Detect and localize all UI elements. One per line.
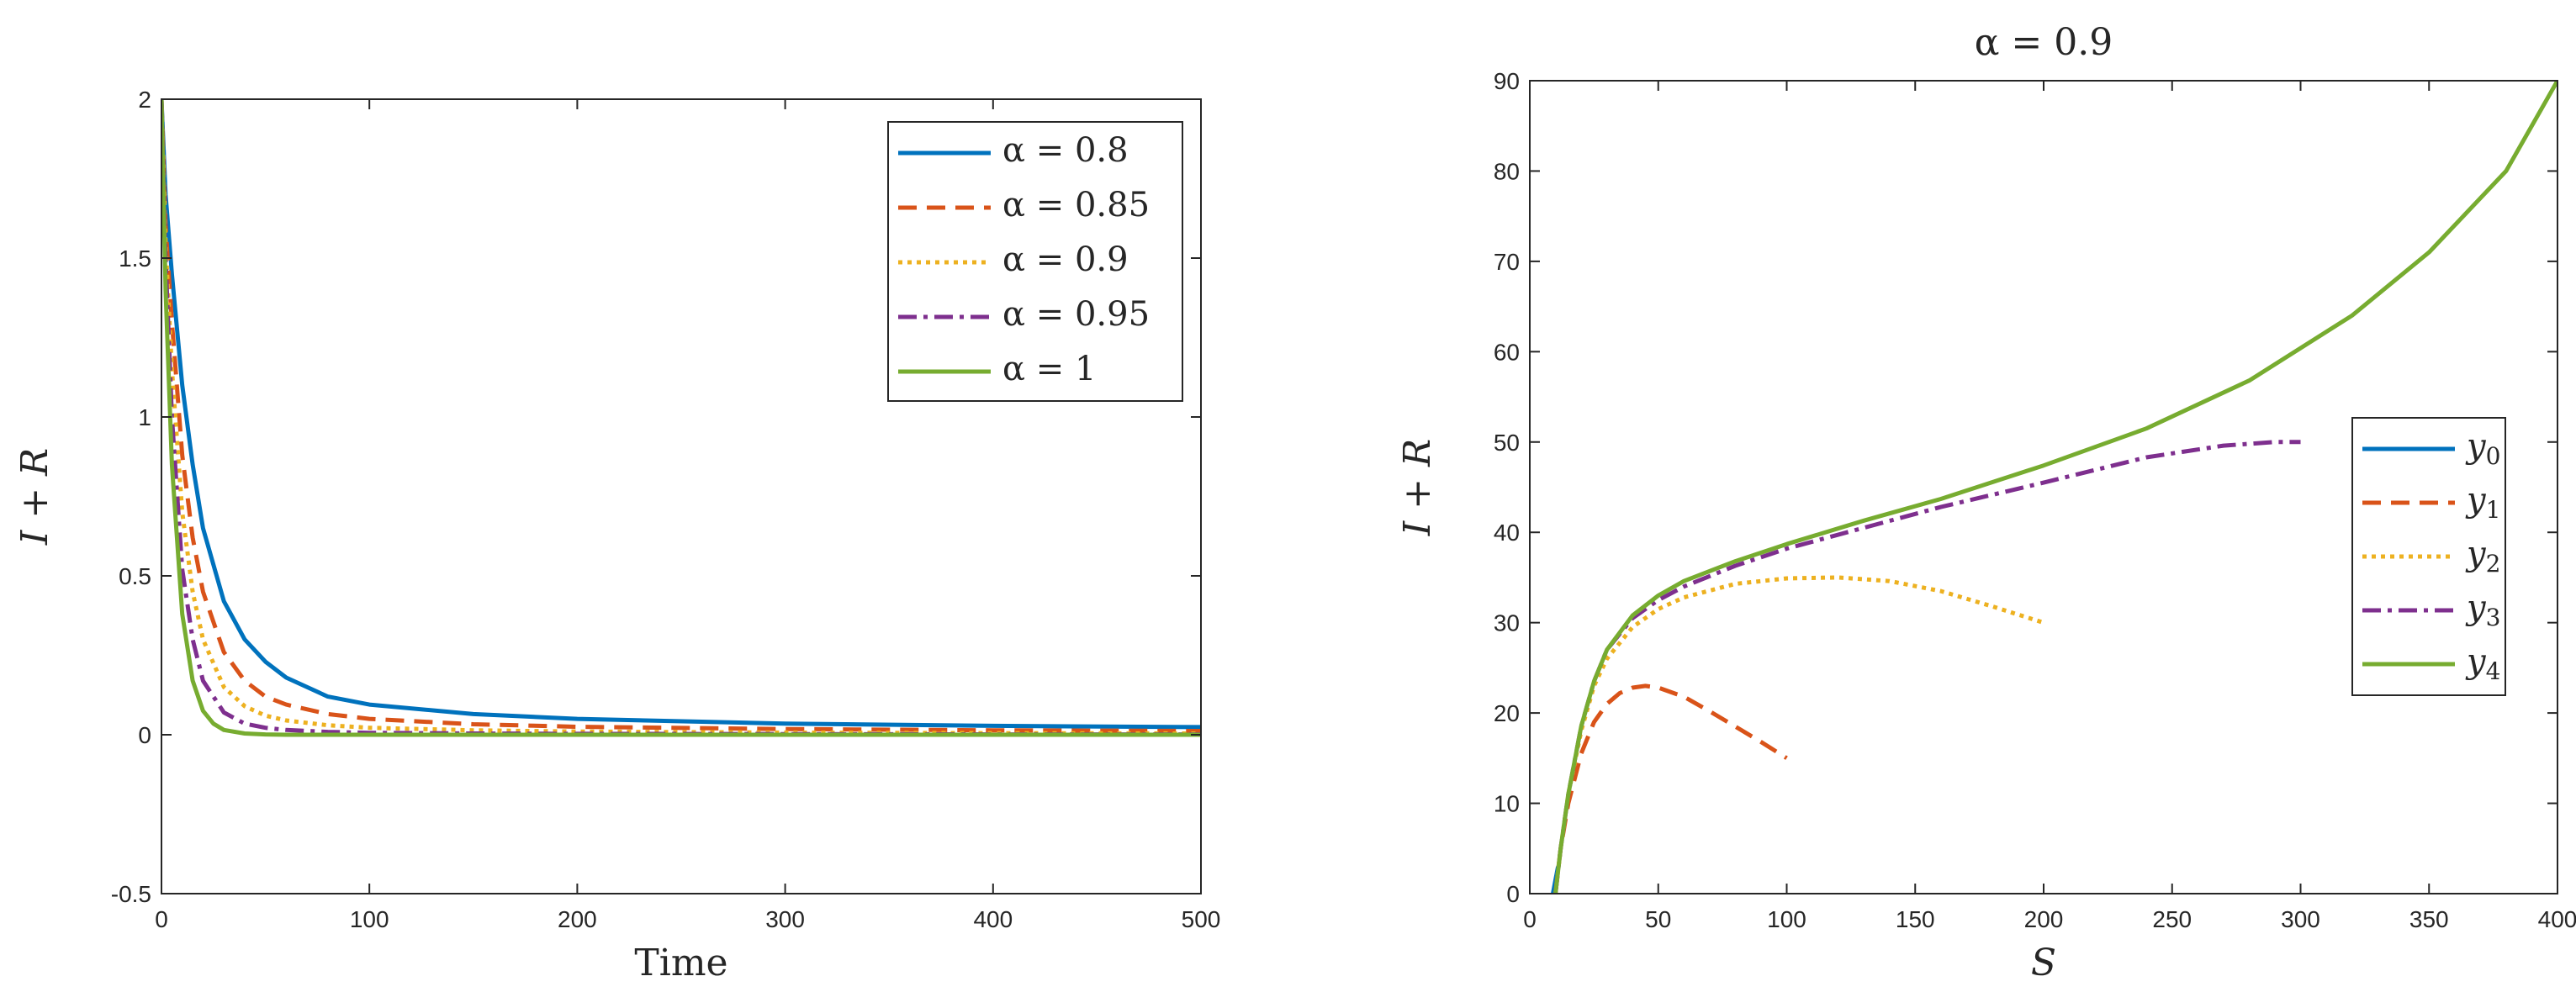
x-tick-label: 400 [2538, 906, 2576, 932]
y-tick-label: 50 [1494, 430, 1520, 456]
axes-box [161, 98, 1202, 894]
y-tick-label: 1 [138, 404, 151, 430]
series-line-5 [1553, 81, 2557, 894]
legend-label-base: y [2465, 481, 2487, 520]
legend-label-subscript: 3 [2486, 604, 2501, 631]
series-line-4 [1553, 440, 2301, 894]
x-tick-label: 250 [2152, 906, 2192, 932]
y-tick-label: 2 [138, 87, 151, 113]
x-tick-label: 300 [2281, 906, 2320, 932]
legend-label: α = 0.95 [1002, 295, 1150, 334]
x-tick-label: 400 [973, 906, 1013, 932]
y-tick-label: 10 [1494, 791, 1520, 817]
y-tick-label: 20 [1494, 700, 1520, 726]
y-tick-label: 30 [1494, 610, 1520, 636]
series-line-4 [161, 99, 1201, 737]
y-tick-label: 0 [138, 722, 151, 748]
legend-label: y1 [2465, 481, 2500, 524]
legend-label-base: y [2465, 535, 2487, 573]
x-axis-label: Time [634, 942, 727, 984]
y-tick-label: 80 [1494, 158, 1520, 184]
legend-label: α = 1 [1002, 350, 1096, 388]
legend-label: y0 [2465, 427, 2500, 470]
x-tick-label: 50 [1645, 906, 1671, 932]
series-line-3 [161, 99, 1201, 736]
y-tick-label: 40 [1494, 520, 1520, 546]
x-axis-label: S [2031, 942, 2056, 984]
legend-label-base: y [2465, 642, 2487, 681]
legend-label-base: y [2465, 427, 2487, 466]
x-tick-label: 200 [558, 906, 597, 932]
chart-title: α = 0.9 [1975, 21, 2113, 64]
legend-label-subscript: 4 [2486, 657, 2501, 685]
legend-label: α = 0.85 [1002, 186, 1150, 224]
x-tick-label: 300 [765, 906, 805, 932]
x-tick-label: 0 [1523, 906, 1537, 932]
y-tick-label: -0.5 [111, 881, 151, 907]
series-line-2 [161, 99, 1201, 733]
legend-label: α = 0.9 [1002, 240, 1129, 279]
x-tick-label: 0 [155, 906, 168, 932]
legend-label: y2 [2465, 535, 2500, 578]
legend: α = 0.8 α = 0.85 α = 0.9 α = 0.95 α = 1 [887, 121, 1183, 402]
x-tick-label: 500 [1182, 906, 1221, 932]
y-tick-label: 1.5 [119, 245, 151, 272]
legend-label-subscript: 1 [2486, 496, 2501, 524]
chart-2: 0 50 100 150 200 250 300 350 4000102030405060708… [1396, 21, 2576, 984]
series-line-3 [1553, 575, 2044, 894]
legend-label: α = 0.8 [1002, 131, 1129, 170]
x-tick-label: 350 [2409, 906, 2449, 932]
x-tick-label: 200 [2024, 906, 2064, 932]
series-line-1 [161, 99, 1201, 730]
x-tick-label: 150 [1896, 906, 1935, 932]
x-tick-label: 100 [1767, 906, 1806, 932]
y-tick-label: 70 [1494, 249, 1520, 275]
y-tick-label: 0 [1506, 881, 1520, 907]
series-line-2 [1553, 683, 1788, 894]
x-tick-label: 100 [350, 906, 389, 932]
legend-label-subscript: 2 [2486, 550, 2501, 578]
series-line-5 [161, 99, 1201, 737]
legend-label: y4 [2465, 642, 2500, 685]
y-tick-label: 0.5 [119, 563, 151, 589]
y-axis-label: I + R [13, 448, 56, 546]
legend-label-base: y [2465, 588, 2487, 627]
legend-label: y3 [2465, 588, 2500, 631]
y-axis-label: I + R [1396, 439, 1439, 536]
y-tick-label: 60 [1494, 339, 1520, 365]
y-tick-label: 90 [1494, 68, 1520, 94]
legend-label-subscript: 0 [2486, 442, 2501, 470]
